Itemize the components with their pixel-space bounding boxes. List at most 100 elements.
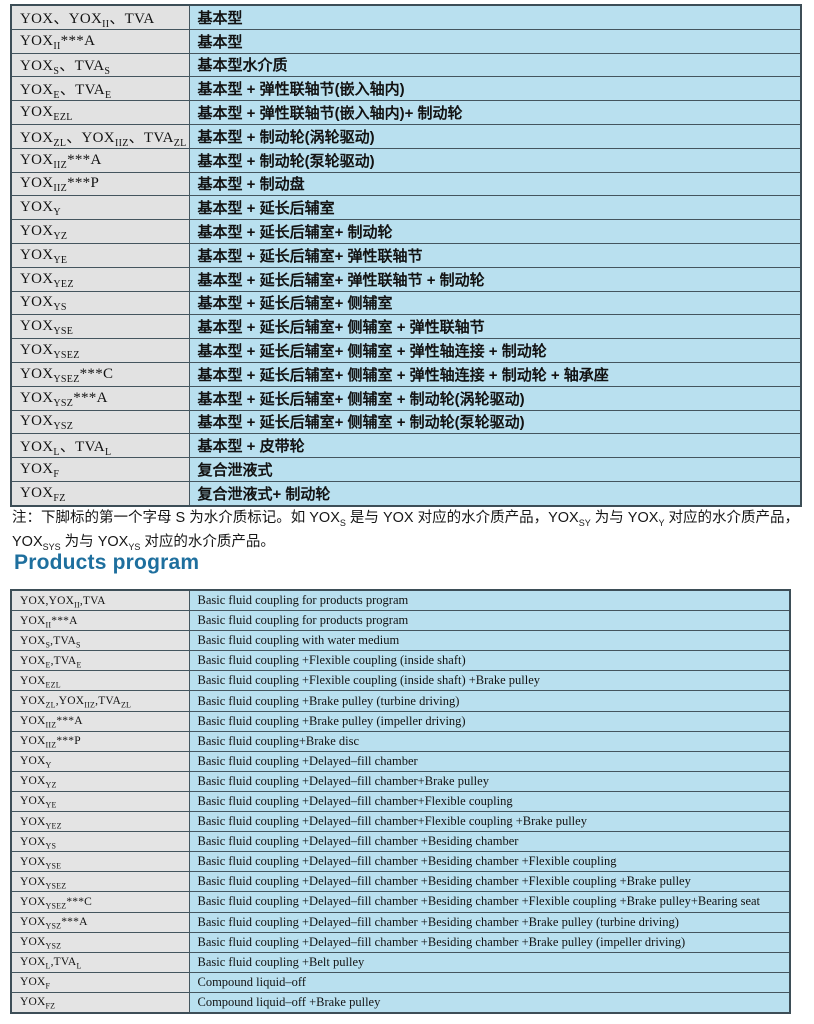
table-row: YOXS,TVAS Basic fluid coupling with water… [10, 630, 791, 652]
table-row: YOXYE Basic fluid coupling +Delayed–fill … [10, 790, 791, 813]
model-cell: YOXS、TVAS [10, 52, 190, 78]
model-subscript: YSZ [53, 421, 74, 433]
description-cell: Compound liquid–off +Brake pulley [188, 991, 791, 1014]
table-row: YOXII***A 基本型 [10, 28, 802, 54]
model-subscript: YSEZ [53, 350, 80, 362]
text-segment: ***A [60, 32, 96, 49]
text-segment: YOX [20, 129, 54, 146]
table-row: YOXYSEZ 基本型 + 延长后辅室+ 侧辅室 + 弹性轴连接 + 制动轮 [10, 338, 802, 363]
text-segment: YOX [20, 365, 54, 382]
text-segment: 、TVA [109, 10, 155, 27]
text-segment: YOX [20, 199, 54, 216]
description-cell: Basic fluid coupling +Brake pulley (impe… [188, 710, 791, 732]
description-cell: Basic fluid coupling +Flexible coupling … [188, 650, 791, 672]
table-row: YOXF 复合泄液式 [10, 457, 802, 482]
text-segment: ,TVA [79, 594, 106, 607]
text-segment: YOX [20, 58, 54, 75]
description-cell: 基本型 [188, 28, 802, 54]
text-segment: 为与 YOX [60, 534, 129, 550]
table-row: YOXIIZ***A 基本型 + 制动轮(泵轮驱动) [10, 147, 802, 173]
table-row: YOXYZ Basic fluid coupling +Delayed–fill … [10, 770, 791, 792]
model-cell: YOXL、TVAL [10, 433, 190, 459]
table-row: YOXYSE Basic fluid coupling +Delayed–fill… [10, 851, 791, 873]
text-segment: YOX [20, 614, 46, 627]
table-row: YOXFZ Compound liquid–off +Brake pulley [10, 991, 791, 1014]
table-row: YOXYSZ Basic fluid coupling +Delayed–fill… [10, 931, 791, 953]
model-cell: YOXYS [10, 831, 190, 853]
model-subscript: L [76, 961, 82, 971]
model-subscript: II [53, 40, 61, 52]
model-cell: YOXYEZ [10, 811, 190, 833]
model-cell: YOXYEZ [10, 266, 190, 292]
model-subscript: YZ [53, 231, 68, 243]
description-cell: Basic fluid coupling +Delayed–fill chamb… [188, 931, 791, 953]
model-subscript: Y [45, 760, 52, 770]
text-segment: YOX [20, 82, 54, 99]
text-segment: ,TVA [95, 695, 121, 708]
text-segment: YOX [20, 294, 54, 311]
model-subscript: ZL [173, 137, 187, 149]
model-subscript: YSZ [45, 941, 62, 951]
model-subscript: Y [658, 517, 665, 528]
english-table-body: YOX,YOXII,TVA Basic fluid coupling for pr… [10, 589, 791, 1014]
description-cell: 基本型 + 延长后辅室+ 侧辅室 + 制动轮(涡轮驱动) [188, 385, 802, 411]
text-segment: YOX [20, 104, 54, 121]
text-segment: YOX、YOX [20, 10, 103, 27]
model-subscript: YE [53, 254, 68, 266]
description-cell: Basic fluid coupling +Delayed–fill chamb… [188, 770, 791, 792]
description-cell: Basic fluid coupling +Delayed–fill chamb… [188, 790, 791, 813]
description-cell: 基本型 + 制动轮(泵轮驱动) [188, 147, 802, 173]
model-cell: YOXYSZ***A [10, 911, 190, 933]
model-cell: YOX、YOXII、TVA [10, 4, 190, 30]
model-subscript: II [74, 599, 80, 609]
description-cell: 基本型水介质 [188, 52, 802, 78]
text-segment: YOX [20, 246, 54, 263]
text-segment: YOX [20, 695, 46, 708]
text-segment: YOX [20, 461, 54, 478]
model-subscript: YE [45, 800, 57, 810]
text-segment: YOX [20, 175, 54, 192]
chinese-table-body: YOX、YOXII、TVA 基本型 YOXII***A 基本型 YOXS、TVAS 基本型… [10, 4, 802, 507]
table-row: YOXII***A Basic fluid coupling for produc… [10, 610, 791, 632]
model-cell: YOXE、TVAE [10, 76, 190, 102]
text-segment: YOX [20, 389, 54, 406]
text-segment: YOX [20, 270, 54, 287]
table-row: YOXE、TVAE 基本型 + 弹性联轴节(嵌入轴内) [10, 76, 802, 102]
text-segment: ***A [51, 614, 78, 627]
table-row: YOXE,TVAE Basic fluid coupling +Flexible … [10, 650, 791, 672]
chinese-model-table: YOX、YOXII、TVA 基本型 YOXII***A 基本型 YOXS、TVAS 基本型… [10, 4, 802, 507]
description-cell: 基本型 + 皮带轮 [188, 433, 802, 459]
table-row: YOXYS Basic fluid coupling +Delayed–fill … [10, 831, 791, 853]
text-segment: ***P [67, 175, 100, 192]
description-cell: Basic fluid coupling for products progra… [188, 610, 791, 632]
model-cell: YOXIIZ***A [10, 710, 190, 732]
description-cell: Basic fluid coupling +Flexible coupling … [188, 670, 791, 692]
model-subscript: ZL [53, 137, 67, 149]
model-subscript: EZL [45, 680, 61, 690]
model-subscript: ZL [45, 700, 56, 710]
description-cell: 基本型 + 延长后辅室+ 制动轮 [188, 219, 802, 244]
table-row: YOXYSEZ Basic fluid coupling +Delayed–fil… [10, 871, 791, 893]
model-cell: YOXL,TVAL [10, 951, 190, 973]
text-segment: YOX [20, 976, 46, 989]
text-segment: 、YOX [66, 129, 115, 146]
model-subscript: Y [53, 207, 61, 219]
table-row: YOX,YOXII,TVA Basic fluid coupling for pr… [10, 589, 791, 612]
text-segment: 、TVA [59, 82, 105, 99]
text-segment: YOX [20, 654, 46, 667]
model-subscript: E [104, 90, 112, 101]
model-cell: YOXYZ [10, 219, 190, 244]
text-segment: YOX [20, 674, 46, 687]
model-subscript: YSE [45, 861, 62, 871]
text-segment: 对应的水介质产品。 [140, 534, 275, 550]
description-cell: 基本型 + 延长后辅室+ 弹性联轴节 + 制动轮 [188, 266, 802, 292]
model-cell: YOXIIZ***A [10, 147, 190, 173]
model-cell: YOXYZ [10, 770, 190, 792]
note-text: 注：下脚标的第一个字母 S 为水介质标记。如 YOXS 是与 YOX 对应的水介… [12, 506, 804, 554]
model-subscript: FZ [53, 492, 66, 504]
model-cell: YOXYSEZ [10, 871, 190, 893]
table-row: YOXYZ 基本型 + 延长后辅室+ 制动轮 [10, 219, 802, 244]
table-row: YOXZL,YOXIIZ,TVAZL Basic fluid coupling +… [10, 690, 791, 712]
description-cell: 复合泄液式+ 制动轮 [188, 480, 802, 507]
text-segment: 、TVA [59, 58, 105, 75]
